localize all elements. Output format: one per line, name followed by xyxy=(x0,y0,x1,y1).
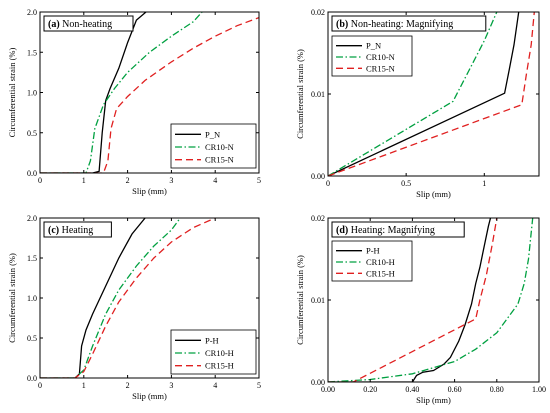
y-tick-label: 1.5 xyxy=(27,254,37,263)
legend-label: CR10-N xyxy=(366,52,395,62)
legend-label: CR10-N xyxy=(205,142,234,152)
series-line-p-h xyxy=(328,218,492,382)
x-tick-label: 1 xyxy=(82,381,86,390)
y-tick-label: 0.00 xyxy=(311,172,325,181)
chart-panel-3: 0 1 2 3 4 5 0.0 0.5 1.0 1.5 2.0 Slip (mm) Circumfere… xyxy=(7,214,261,401)
legend-label: CR10-H xyxy=(366,257,395,267)
x-tick-label: 0.00 xyxy=(321,385,335,394)
y-tick-label: 2.0 xyxy=(27,214,37,223)
y-tick-label: 0.5 xyxy=(27,334,37,343)
y-tick-label: 1.0 xyxy=(27,294,37,303)
y-axis-label: Circumferential strain (%) xyxy=(295,255,305,345)
x-tick-label: 2 xyxy=(126,381,130,390)
x-tick-label: 0 xyxy=(38,176,42,185)
legend-label: P-H xyxy=(205,335,219,345)
legend-box xyxy=(170,123,257,169)
x-tick-label: 0 xyxy=(38,381,42,390)
legend-box xyxy=(331,240,413,282)
y-tick-label: 0.5 xyxy=(27,129,37,138)
y-tick-label: 0.01 xyxy=(311,296,325,305)
x-tick-label: 0.60 xyxy=(448,385,462,394)
y-tick-label: 0.02 xyxy=(311,8,325,17)
series-line-cr15-h xyxy=(40,218,216,378)
x-tick-label: 1 xyxy=(82,176,86,185)
legend-label: P_N xyxy=(205,129,220,139)
legend-label: CR15-N xyxy=(205,155,234,165)
x-tick-label: 4 xyxy=(213,176,217,185)
series-line-cr10-h xyxy=(40,218,181,378)
legend-label: CR10-H xyxy=(205,348,234,358)
series-line-cr10-n xyxy=(328,12,498,176)
series-line-cr10-n xyxy=(40,12,203,173)
x-tick-label: 1 xyxy=(482,179,486,188)
y-tick-label: 0.01 xyxy=(311,90,325,99)
x-tick-label: 1.00 xyxy=(532,385,546,394)
x-tick-label: 3 xyxy=(169,176,173,185)
y-tick-label: 2.0 xyxy=(27,8,37,17)
panel-label: (c) Heating xyxy=(48,225,93,236)
legend-label: CR15-H xyxy=(366,268,395,278)
chart-panel-2: 0 0.5 1 0.00 0.01 0.02 Slip (mm) Circumferentia… xyxy=(295,8,540,199)
x-tick-label: 4 xyxy=(213,381,217,390)
legend-box xyxy=(331,35,413,77)
legend-label: P-H xyxy=(366,246,380,256)
x-axis-label: Slip (mm) xyxy=(416,395,451,405)
legend-label: CR15-N xyxy=(366,63,395,73)
x-tick-label: 0.5 xyxy=(401,179,411,188)
legend-box xyxy=(170,329,257,375)
series-line-cr15-n xyxy=(40,16,259,173)
chart-panel-4: 0.00 0.20 0.40 0.60 0.80 1.00 0.00 0.01 0.02 Slip… xyxy=(295,214,546,405)
panel-label: (d) Heating: Magnifying xyxy=(336,225,435,236)
series-line-p-n xyxy=(328,12,520,176)
x-tick-label: 5 xyxy=(257,381,261,390)
x-axis-label: Slip (mm) xyxy=(132,186,167,196)
panel-label: (a) Non-heating xyxy=(48,19,112,30)
x-tick-label: 0.40 xyxy=(405,385,419,394)
panel-label-box xyxy=(43,221,112,238)
y-tick-label: 0.0 xyxy=(27,374,37,383)
panel-label-box xyxy=(43,15,134,32)
chart-panel-1: 0 1 2 3 4 5 0.0 0.5 1.0 1.5 2.0 Slip (mm) Circumfere… xyxy=(7,8,261,196)
series-line-p-h xyxy=(40,218,146,378)
x-axis-label: Slip (mm) xyxy=(132,391,167,401)
legend-label: CR15-H xyxy=(205,361,234,371)
y-axis-label: Circumferential strain (%) xyxy=(7,253,17,343)
panel-label-box xyxy=(331,221,465,238)
x-tick-label: 0.80 xyxy=(490,385,504,394)
series-line-cr10-h xyxy=(328,218,534,382)
x-tick-label: 0.20 xyxy=(363,385,377,394)
series-line-cr15-h xyxy=(328,218,498,382)
y-tick-label: 1.0 xyxy=(27,89,37,98)
x-tick-label: 2 xyxy=(126,176,130,185)
legend-label: P_N xyxy=(366,41,381,51)
x-tick-label: 3 xyxy=(169,381,173,390)
y-tick-label: 0.0 xyxy=(27,169,37,178)
panel-label: (b) Non-heating: Magnifying xyxy=(336,19,453,30)
x-tick-label: 0 xyxy=(326,179,330,188)
series-line-p-n xyxy=(40,12,147,173)
y-axis-label: Circumferential strain (%) xyxy=(295,49,305,139)
y-axis-label: Circumferential strain (%) xyxy=(7,47,17,137)
y-tick-label: 0.00 xyxy=(311,378,325,387)
y-tick-label: 0.02 xyxy=(311,214,325,223)
panel-label-box xyxy=(331,15,487,32)
y-tick-label: 1.5 xyxy=(27,48,37,57)
x-tick-label: 5 xyxy=(257,176,261,185)
series-line-cr15-n xyxy=(328,12,535,176)
x-axis-label: Slip (mm) xyxy=(416,189,451,199)
